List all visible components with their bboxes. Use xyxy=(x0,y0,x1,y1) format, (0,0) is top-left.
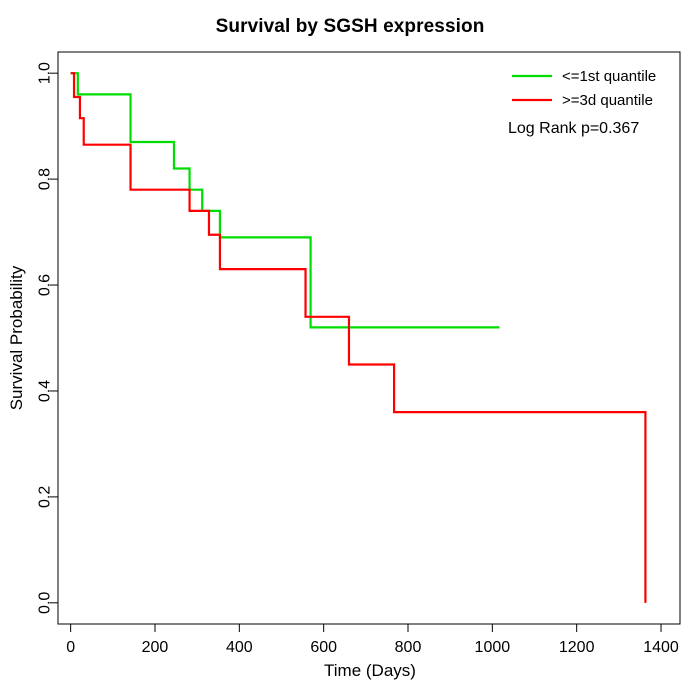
legend: <=1st quantile >=3d quantile xyxy=(512,68,656,109)
y-tick-label: 0.4 xyxy=(37,380,54,402)
log-rank-annotation: Log Rank p=0.367 xyxy=(508,120,639,137)
plot-frame xyxy=(57,51,681,625)
x-axis-title: Time (Days) xyxy=(324,661,416,680)
x-tick-label: 600 xyxy=(310,639,337,656)
x-tick-label: 0 xyxy=(66,639,75,656)
legend-label-first-quantile: <=1st quantile xyxy=(562,68,656,85)
survival-curve-first-quantile xyxy=(70,72,500,329)
y-tick-label: 1.0 xyxy=(37,62,54,84)
y-axis-ticks: 0.0 0.2 0.4 0.6 0.8 1.0 xyxy=(37,62,58,614)
x-tick-label: 1200 xyxy=(559,639,595,656)
y-tick-label: 0.6 xyxy=(37,274,54,296)
x-tick-label: 1400 xyxy=(643,639,679,656)
page-title: Survival by SGSH expression xyxy=(215,16,485,37)
x-tick-label: 1000 xyxy=(475,639,511,656)
x-axis-ticks: 0 200 400 600 800 1000 1200 1400 xyxy=(66,624,679,656)
x-tick-label: 400 xyxy=(226,639,253,656)
x-tick-label: 200 xyxy=(142,639,169,656)
y-tick-label: 0.2 xyxy=(37,486,54,508)
x-tick-label: 800 xyxy=(395,639,422,656)
y-axis-title: Survival Probability xyxy=(7,265,26,410)
series-group xyxy=(70,72,647,603)
legend-label-third-quantile: >=3d quantile xyxy=(562,92,653,109)
y-tick-label: 0.8 xyxy=(37,168,54,190)
survival-curve-third-quantile xyxy=(70,72,647,603)
y-tick-label: 0.0 xyxy=(37,592,54,614)
